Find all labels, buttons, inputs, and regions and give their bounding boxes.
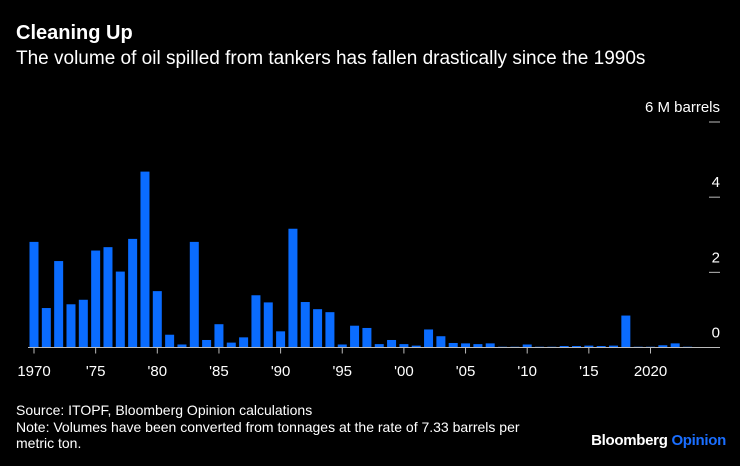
logo-brand: Bloomberg bbox=[591, 432, 668, 449]
y-tick-label: 6 M barrels bbox=[645, 99, 720, 116]
bar-2004 bbox=[448, 342, 458, 348]
bar-1983 bbox=[189, 241, 199, 348]
bar-2005 bbox=[461, 343, 471, 348]
x-tick-label: '15 bbox=[579, 363, 599, 380]
y-tick-label: 4 bbox=[712, 174, 720, 191]
conversion-note-line1: Note: Volumes have been converted from t… bbox=[16, 419, 520, 435]
bar-1977 bbox=[115, 271, 125, 348]
x-tick-label: '95 bbox=[332, 363, 352, 380]
logo-sub: Opinion bbox=[671, 432, 726, 449]
y-tick-label: 2 bbox=[712, 249, 720, 266]
bar-2014 bbox=[572, 345, 582, 348]
x-tick-label: '90 bbox=[271, 363, 291, 380]
x-tick-label: '75 bbox=[86, 363, 106, 380]
bar-1995 bbox=[337, 344, 347, 348]
conversion-note-line2: metric ton. bbox=[16, 435, 82, 451]
bar-1971 bbox=[41, 308, 51, 348]
bar-2007 bbox=[485, 343, 495, 348]
x-tick-label: 2020 bbox=[634, 363, 667, 380]
x-tick-label: 1970 bbox=[17, 363, 50, 380]
bar-1985 bbox=[214, 324, 224, 348]
bar-1994 bbox=[325, 312, 335, 348]
bar-2022 bbox=[670, 343, 680, 348]
bloomberg-opinion-logo: Bloomberg Opinion bbox=[591, 432, 726, 449]
x-tick-label: '00 bbox=[394, 363, 414, 380]
bar-2016 bbox=[596, 345, 606, 348]
bar-1972 bbox=[54, 261, 64, 348]
bar-2006 bbox=[473, 344, 483, 348]
bar-1990 bbox=[276, 331, 286, 348]
bar-1991 bbox=[288, 228, 298, 348]
bar-2018 bbox=[621, 315, 631, 348]
chart-title: Cleaning Up bbox=[16, 22, 133, 44]
bar-1974 bbox=[78, 299, 88, 348]
bar-1987 bbox=[239, 337, 249, 348]
source-note: Source: ITOPF, Bloomberg Opinion calcula… bbox=[16, 402, 313, 418]
bar-1999 bbox=[387, 339, 397, 348]
bar-1989 bbox=[263, 302, 273, 348]
bar-1996 bbox=[350, 325, 360, 348]
bar-1997 bbox=[362, 327, 372, 348]
x-tick-label: '85 bbox=[209, 363, 229, 380]
x-tick-label: '80 bbox=[148, 363, 168, 380]
bar-2001 bbox=[411, 345, 421, 348]
bar-2003 bbox=[436, 336, 446, 348]
bar-1981 bbox=[165, 334, 175, 348]
bar-2002 bbox=[424, 329, 434, 348]
x-tick-label: '10 bbox=[517, 363, 537, 380]
bar-1979 bbox=[140, 171, 150, 348]
bar-1988 bbox=[251, 295, 261, 348]
bar-1970 bbox=[29, 241, 39, 348]
bar-1973 bbox=[66, 304, 76, 348]
bar-1992 bbox=[300, 302, 310, 348]
bar-2017 bbox=[609, 345, 619, 348]
bar-2013 bbox=[559, 345, 569, 348]
bar-2015 bbox=[584, 345, 594, 348]
bar-2010 bbox=[522, 344, 532, 348]
bar-1993 bbox=[313, 309, 323, 348]
bar-1978 bbox=[128, 238, 138, 348]
bar-1975 bbox=[91, 250, 101, 348]
bar-1984 bbox=[202, 339, 212, 348]
chart-subtitle: The volume of oil spilled from tankers h… bbox=[16, 48, 646, 69]
bar-1980 bbox=[152, 291, 162, 348]
bar-2021 bbox=[658, 345, 668, 348]
bar-1998 bbox=[374, 344, 384, 348]
x-tick-label: '05 bbox=[456, 363, 476, 380]
y-tick-label: 0 bbox=[712, 325, 720, 342]
bar-1986 bbox=[226, 342, 236, 348]
bar-1976 bbox=[103, 247, 113, 348]
bar-2000 bbox=[399, 344, 409, 348]
bar-1982 bbox=[177, 344, 187, 348]
